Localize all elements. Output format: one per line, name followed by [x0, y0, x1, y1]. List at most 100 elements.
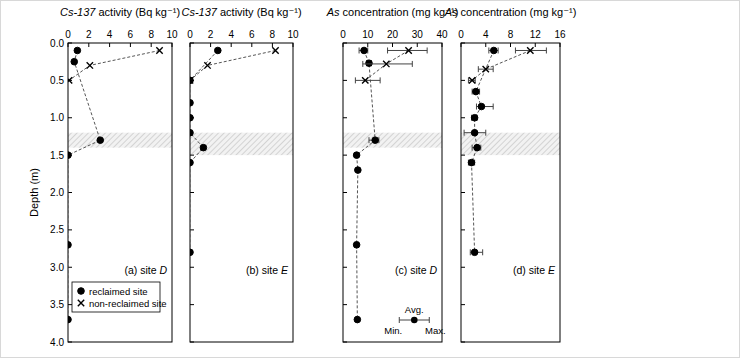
error-cap [485, 130, 486, 136]
x-tick-label: 8 [270, 29, 276, 40]
panel-label: (c) site D [395, 264, 437, 276]
x-axis-title-part: activity (Bq kg⁻¹) [95, 6, 180, 18]
panel-label-part: (a) site [124, 264, 159, 276]
x-tick-label: 30 [412, 29, 424, 40]
key-cap [399, 317, 400, 323]
data-layer [464, 47, 546, 255]
x-tick [151, 43, 152, 47]
y-tick-label: 2.5 [50, 224, 64, 235]
error-bar [355, 80, 380, 81]
y-tick [190, 304, 194, 305]
x-tick-label: 40 [436, 29, 448, 40]
data-point [204, 62, 210, 68]
x-tick [392, 43, 393, 47]
panel-label-part: (b) site [246, 264, 281, 276]
error-cap [546, 47, 547, 53]
x-tick-label: 10 [362, 29, 374, 40]
x-tick-label: 0 [340, 29, 346, 40]
legend-label: non-reclaimed site [89, 298, 167, 309]
data-point [353, 152, 360, 159]
x-tick [109, 43, 110, 47]
y-tick [68, 229, 72, 230]
hatched-band [190, 133, 293, 155]
error-cap [493, 104, 494, 110]
x-axis-title: As concentration (mg kg⁻¹) [444, 6, 577, 18]
y-tick-label: 4.0 [50, 337, 64, 348]
series-line [365, 50, 408, 80]
x-tick-label: 0 [65, 29, 71, 40]
y-tick [343, 80, 347, 81]
x-tick [560, 43, 561, 47]
data-point [68, 77, 72, 83]
x-tick [510, 43, 511, 47]
y-tick-label: 0.0 [50, 38, 64, 49]
data-point [478, 103, 485, 110]
x-tick-label: 8 [148, 29, 154, 40]
x-tick-label: 0 [458, 29, 464, 40]
data-point [362, 77, 368, 83]
y-axis-title: Depth (m) [28, 168, 40, 217]
error-cap [478, 66, 479, 72]
data-point [355, 167, 362, 174]
legend-marker [78, 288, 85, 295]
data-point [200, 144, 207, 151]
x-tick [172, 43, 173, 47]
data-point [471, 114, 478, 121]
data-point [190, 77, 193, 83]
error-cap [355, 77, 356, 83]
panel-label-part: (d) site [513, 264, 548, 276]
error-cap [515, 47, 516, 53]
panel-label-part: E [548, 264, 556, 276]
y-tick [190, 43, 194, 44]
legend-label: reclaimed site [89, 286, 148, 297]
error-cap [476, 104, 477, 110]
y-tick [68, 342, 72, 343]
x-tick-label: 10 [287, 29, 299, 40]
key-marker [411, 317, 418, 324]
series-line [68, 50, 100, 319]
data-point [474, 144, 481, 151]
y-tick [343, 117, 347, 118]
data-point [156, 47, 162, 53]
data-point [354, 316, 361, 323]
x-tick-label: 16 [554, 29, 566, 40]
data-point [353, 242, 360, 249]
y-tick [343, 267, 347, 268]
x-tick-label: 0 [187, 29, 193, 40]
y-tick-label: 2.0 [50, 187, 64, 198]
data-point [68, 242, 71, 249]
y-tick [343, 192, 347, 193]
x-axis-title-part: As [444, 6, 458, 18]
series-line [472, 50, 530, 80]
data-point [68, 152, 71, 159]
y-tick [461, 155, 465, 156]
y-tick [68, 192, 72, 193]
panel-label: (d) site E [513, 264, 556, 276]
error-cap [362, 61, 363, 67]
panel: 0481216As concentration (mg kg⁻¹)(d) sit… [444, 6, 577, 342]
plot-frame [68, 43, 172, 342]
chart: 02468100.00.51.01.52.02.53.03.54.0Cs-137… [0, 0, 740, 358]
x-tick [293, 43, 294, 47]
data-point [190, 77, 193, 84]
y-tick [68, 267, 72, 268]
panel: 0246810Cs-137 activity (Bq kg⁻¹)(b) site… [181, 6, 301, 342]
key-label: Min. [384, 325, 402, 336]
x-tick [272, 43, 273, 47]
data-point [383, 61, 389, 67]
error-cap [427, 47, 428, 53]
error-cap [498, 47, 499, 53]
x-tick-label: 4 [107, 29, 113, 40]
data-point [71, 58, 78, 65]
x-tick [367, 43, 368, 47]
y-tick [461, 342, 465, 343]
x-axis-title-part: concentration (mg kg⁻¹) [457, 6, 576, 18]
data-point [527, 47, 533, 53]
x-tick [343, 43, 344, 47]
y-tick-label: 1.0 [50, 112, 64, 123]
y-tick-label: 3.5 [50, 299, 64, 310]
x-tick-label: 6 [128, 29, 134, 40]
panel-label-part: E [281, 264, 289, 276]
data-point [190, 114, 193, 121]
data-point [405, 47, 411, 53]
